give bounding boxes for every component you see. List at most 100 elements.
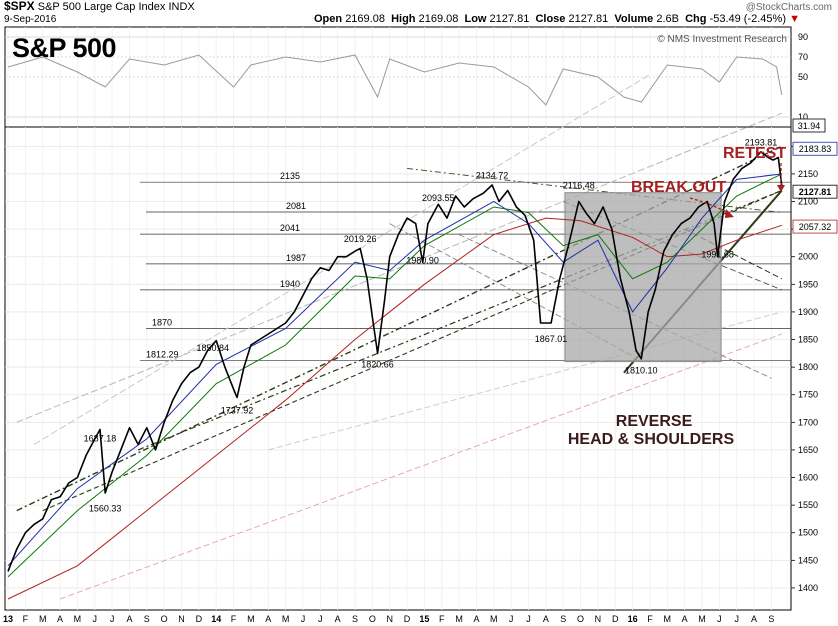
time-tick-label: S (352, 614, 358, 624)
trendline (59, 333, 782, 600)
price-tick-label: 2100 (798, 197, 818, 207)
time-tick-label: M (698, 614, 706, 624)
time-tick-label: M (247, 614, 255, 624)
price-tick-label: 1950 (798, 279, 818, 289)
rsi-last-box (792, 118, 826, 133)
price-tick-label: 1500 (798, 528, 818, 538)
price-tick-label: 1650 (798, 445, 818, 455)
time-tick-label: A (751, 614, 757, 624)
point-labels: 1687.18 1560.33 1737.92 1850.84 1820.66 2019.… (84, 138, 778, 514)
time-tick-label: M (74, 614, 82, 624)
point-value-label: 1980.90 (406, 255, 439, 265)
close-value: 2127.81 (568, 13, 609, 25)
right-value-label: 2127.81 (799, 187, 832, 197)
time-tick-label: J (301, 614, 306, 624)
point-value-label: 2093.55 (422, 193, 455, 203)
exchange: INDX (168, 1, 195, 13)
rsi-grid (5, 27, 791, 127)
right-value-box (792, 141, 838, 156)
annotation-breakout: BREAK OUT (631, 179, 726, 196)
point-value-label: 2116.48 (563, 180, 595, 190)
price-tick-label: 1550 (798, 500, 818, 510)
price-tick-label: 1400 (798, 583, 818, 593)
price-tick-label: 2150 (798, 169, 818, 179)
time-tick-label: J (509, 614, 514, 624)
horizontal-levels: 2135 2081 2041 1987 1940 1870 1812.29 (140, 171, 791, 361)
rsi-tick-label: 10 (798, 112, 808, 122)
price-axis: 1400 1450 1500 1550 1600 1650 1700 1750 1800 1850… (791, 141, 818, 593)
time-tick-label: J (526, 614, 531, 624)
level-label: 1987 (286, 253, 306, 263)
sma-slow-line (7, 217, 782, 600)
point-value-label: 1687.18 (84, 433, 117, 443)
price-tick-label: 1900 (798, 307, 818, 317)
index-name: S&P 500 Large Cap Index (37, 1, 166, 13)
price-tick-label: 1700 (798, 417, 818, 427)
time-tick-label: J (110, 614, 115, 624)
level-label: 2041 (280, 223, 300, 233)
rsi-tick-label: 50 (798, 72, 808, 82)
rsi-axis: 10 50 70 90 (798, 32, 808, 122)
time-tick-label: 13 (3, 614, 13, 624)
level-label: 1870 (152, 317, 172, 327)
time-tick-label: O (369, 614, 376, 624)
price-line (7, 151, 783, 572)
trendline (16, 145, 783, 512)
down-arrow-icon: ▼ (789, 13, 800, 25)
time-tick-label: A (57, 614, 63, 624)
chart-title: S&P 500 (12, 33, 116, 63)
price-tick-label: 1750 (798, 390, 818, 400)
point-value-label: 2134.72 (476, 170, 509, 180)
level-label: 1940 (280, 279, 300, 289)
level-label: 2135 (280, 171, 300, 181)
point-value-label: 1560.33 (89, 503, 122, 513)
open-label: Open (314, 13, 343, 25)
rsi-tick-label: 70 (798, 52, 808, 62)
rsi-line (7, 54, 783, 106)
price-tick-label: 1800 (798, 362, 818, 372)
rsi-last-label: 31.94 (798, 121, 821, 131)
time-tick-label: N (386, 614, 393, 624)
right-value-box (792, 219, 838, 234)
close-label: Close (535, 13, 566, 25)
head-shoulders-box (564, 192, 722, 363)
time-tick-label: J (717, 614, 722, 624)
volume-value: 2.6B (656, 13, 679, 25)
chg-value: -53.49 (-2.45%) (709, 13, 786, 25)
time-tick-label: M (39, 614, 47, 624)
point-value-label: 1810.10 (625, 366, 658, 376)
symbol: $SPX (4, 0, 35, 13)
breakout-arrow (689, 197, 731, 215)
level-label: 2081 (286, 201, 306, 211)
high-value: 2169.08 (418, 13, 459, 25)
high-label: High (391, 13, 416, 25)
time-tick-label: 14 (211, 614, 221, 624)
time-tick-label: M (664, 614, 672, 624)
open-value: 2169.08 (345, 13, 385, 25)
time-tick-label: A (335, 614, 341, 624)
low-label: Low (464, 13, 487, 25)
time-tick-label: D (612, 614, 619, 624)
time-tick-label: S (768, 614, 774, 624)
time-tick-label: O (577, 614, 584, 624)
level-label: 1812.29 (146, 349, 179, 359)
right-value-box (792, 184, 838, 199)
source-credit: © NMS Investment Research (657, 34, 787, 45)
time-tick-label: M (282, 614, 290, 624)
time-tick-label: A (543, 614, 549, 624)
point-value-label: 1867.01 (535, 334, 568, 344)
point-value-label: 1737.92 (221, 405, 254, 415)
time-tick-label: 15 (419, 614, 429, 624)
time-tick-label: M (455, 614, 463, 624)
chg-label: Chg (685, 13, 707, 25)
trendline (42, 189, 783, 512)
time-tick-label: O (161, 614, 168, 624)
point-value-label: 1820.66 (361, 360, 394, 370)
sma-fast-line (7, 173, 782, 567)
volume-label: Volume (614, 13, 654, 25)
time-tick-label: J (318, 614, 323, 624)
price-tick-label: 2000 (798, 252, 818, 262)
ohlc-bar: Open 2169.08 High 2169.08 Low 2127.81 Cl… (314, 13, 800, 26)
time-tick-label: N (178, 614, 185, 624)
